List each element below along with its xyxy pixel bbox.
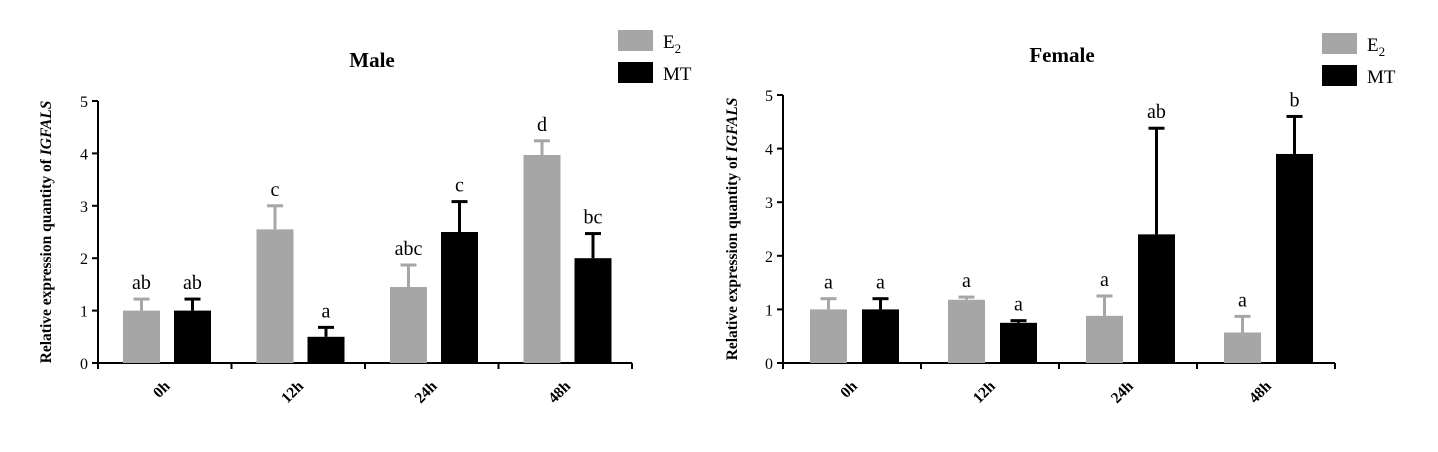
- chart-title: Male: [349, 48, 394, 72]
- bar: [574, 258, 612, 363]
- y-axis-label-gene: IGFALS: [724, 98, 741, 154]
- y-tick-label: 5: [80, 94, 88, 111]
- y-tick-label: 0: [80, 356, 88, 373]
- legend-label-main: MT: [1367, 67, 1396, 88]
- chart-title: Female: [1029, 43, 1094, 67]
- legend-label: MT: [1367, 67, 1396, 88]
- significance-label: a: [1014, 294, 1023, 316]
- significance-label: c: [271, 179, 280, 201]
- bar: [1224, 332, 1261, 363]
- y-tick-label: 1: [80, 304, 88, 321]
- y-tick-label: 2: [765, 249, 773, 266]
- x-tick-label: 0h: [150, 378, 174, 402]
- y-tick-label: 1: [765, 302, 773, 319]
- bar: [1000, 322, 1037, 363]
- legend-label-subscript: 2: [1379, 44, 1386, 59]
- y-tick-label: 4: [765, 142, 773, 159]
- significance-label: ab: [183, 272, 202, 294]
- legend-label: E2: [1367, 35, 1385, 59]
- x-tick-label: 12h: [278, 378, 307, 407]
- chart-1: Female Relative expression quantity of IG…: [724, 33, 1396, 407]
- legend-swatch: [1322, 65, 1357, 86]
- legend-swatch: [618, 30, 653, 51]
- bar: [123, 310, 160, 363]
- x-tick-label: 0h: [837, 378, 861, 402]
- bar: [1276, 153, 1313, 363]
- significance-label: a: [962, 270, 971, 292]
- bar: [810, 309, 847, 363]
- bar: [441, 232, 478, 363]
- legend-label-subscript: 2: [675, 41, 682, 56]
- significance-label: a: [876, 272, 885, 294]
- x-tick-label: 24h: [411, 378, 440, 407]
- significance-label: a: [322, 300, 331, 322]
- significance-label: a: [1100, 269, 1109, 291]
- y-axis-label-prefix: Relative expression quantity of: [724, 152, 741, 360]
- y-tick-label: 3: [765, 195, 773, 212]
- significance-label: a: [824, 272, 833, 294]
- y-tick-label: 2: [80, 251, 88, 268]
- significance-label: a: [1238, 289, 1247, 311]
- legend-label-main: E: [1367, 35, 1379, 56]
- legend-swatch: [1322, 33, 1357, 54]
- bar: [523, 154, 561, 363]
- chart-0: Male Relative expression quantity of IGFA…: [38, 30, 692, 407]
- significance-label: bc: [584, 207, 603, 229]
- bar: [1086, 315, 1123, 363]
- x-tick-label: 48h: [545, 378, 574, 407]
- bar: [174, 310, 211, 363]
- x-tick-label: 12h: [970, 378, 999, 407]
- legend-label-main: E: [663, 32, 675, 53]
- y-axis-label: Relative expression quantity of IGFALS: [38, 101, 55, 364]
- bar: [1138, 234, 1175, 363]
- y-axis-label-prefix: Relative expression quantity of: [38, 155, 55, 363]
- y-tick-label: 3: [80, 199, 88, 216]
- legend-label: E2: [663, 32, 681, 56]
- significance-label: abc: [395, 238, 423, 260]
- significance-label: b: [1290, 89, 1300, 111]
- y-tick-label: 5: [765, 88, 773, 105]
- x-tick-label: 48h: [1246, 378, 1275, 407]
- y-tick-label: 0: [765, 356, 773, 373]
- significance-label: ab: [1147, 101, 1166, 123]
- legend-swatch: [618, 62, 653, 83]
- legend-label-main: MT: [663, 64, 692, 85]
- legend-label: MT: [663, 64, 692, 85]
- bar: [862, 309, 899, 363]
- bar: [390, 287, 427, 363]
- bar: [256, 229, 294, 363]
- bar: [307, 336, 345, 363]
- x-tick-label: 24h: [1108, 378, 1137, 407]
- y-axis-label: Relative expression quantity of IGFALS: [724, 98, 741, 361]
- y-axis-label-gene: IGFALS: [38, 101, 55, 157]
- bar: [948, 299, 985, 363]
- significance-label: d: [537, 114, 547, 136]
- y-tick-label: 4: [80, 146, 88, 163]
- significance-label: ab: [132, 272, 151, 294]
- significance-label: c: [455, 175, 464, 197]
